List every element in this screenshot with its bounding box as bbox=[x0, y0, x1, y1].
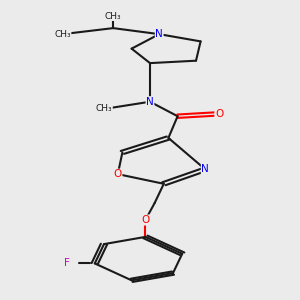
Text: N: N bbox=[146, 97, 154, 107]
Text: O: O bbox=[141, 215, 149, 225]
Text: CH₃: CH₃ bbox=[105, 12, 122, 21]
Text: F: F bbox=[64, 258, 70, 268]
Text: CH₃: CH₃ bbox=[54, 30, 71, 39]
Text: N: N bbox=[155, 29, 163, 39]
Text: O: O bbox=[114, 169, 122, 179]
Text: O: O bbox=[215, 109, 223, 119]
Text: CH₃: CH₃ bbox=[96, 104, 112, 113]
Text: N: N bbox=[201, 164, 209, 174]
